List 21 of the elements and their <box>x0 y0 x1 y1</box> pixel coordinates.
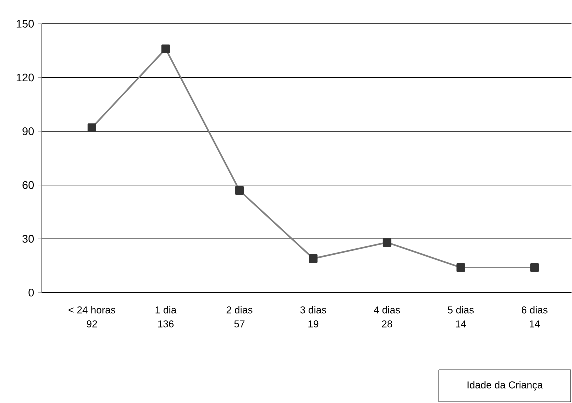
y-tick-label: 0 <box>28 289 34 297</box>
x-tick-label: < 24 horas <box>68 306 116 314</box>
y-tick-label: 150 <box>16 20 34 28</box>
x-tick-label: 3 dias <box>300 306 326 314</box>
data-label: 14 <box>530 320 540 328</box>
text: Idade da Criança <box>468 381 544 391</box>
x-tick-label: 2 dias <box>226 306 253 314</box>
y-tick-label: 90 <box>22 128 34 136</box>
y-tick-label: 60 <box>22 182 34 190</box>
x-tick-label: 4 dias <box>374 306 400 314</box>
data-label: 92 <box>87 320 98 328</box>
y-tick-label: 120 <box>16 74 34 82</box>
data-label: 14 <box>456 320 466 328</box>
data-label: 136 <box>158 320 174 328</box>
y-tick-label: 30 <box>22 235 34 244</box>
data-label: 28 <box>382 320 392 328</box>
x-tick-label: 5 dias <box>448 306 474 314</box>
data-label: 19 <box>308 320 319 328</box>
x-tick-label: 1 dia <box>156 306 177 314</box>
x-tick-label: 6 dias <box>522 306 548 314</box>
data-label: 57 <box>234 320 245 328</box>
